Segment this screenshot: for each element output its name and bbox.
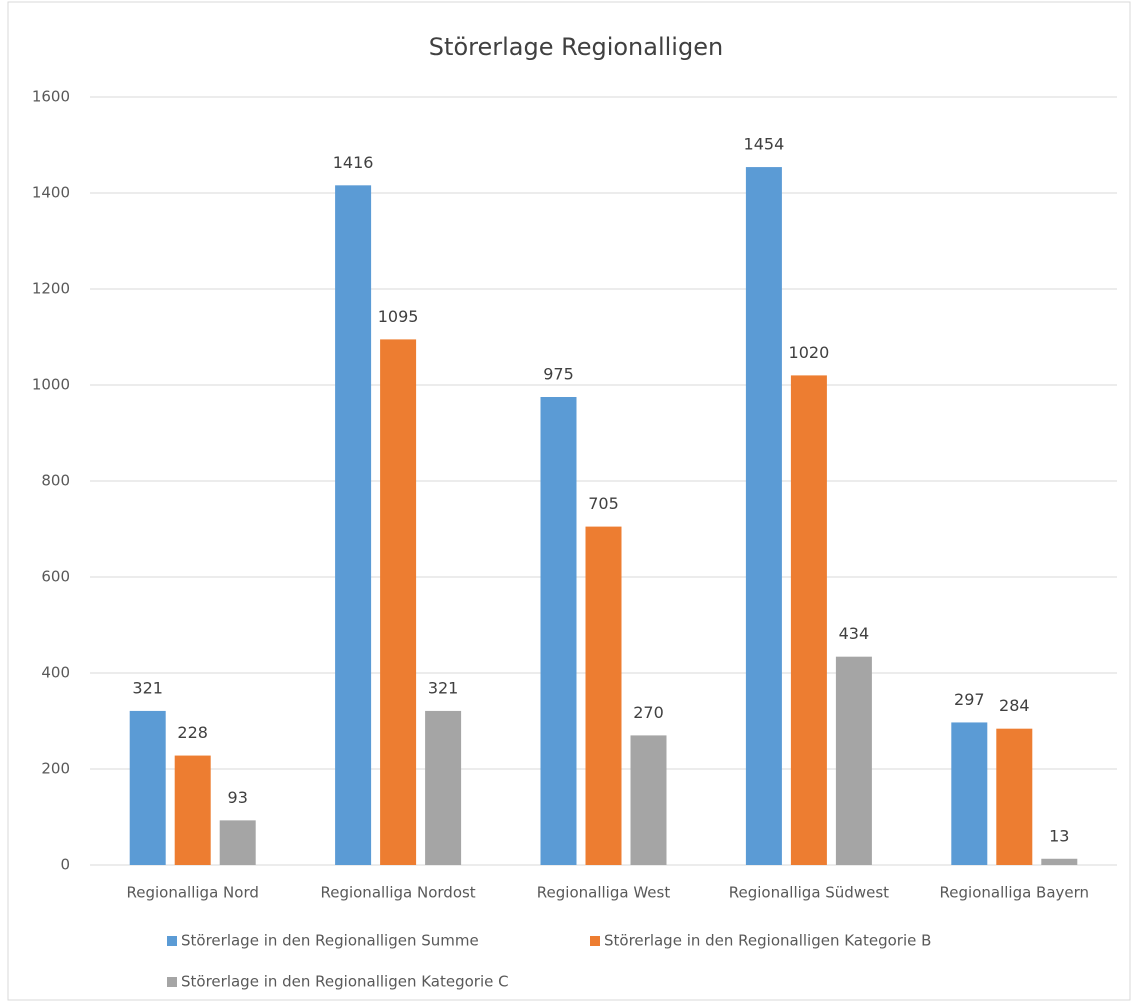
bar (585, 526, 622, 865)
data-label: 705 (588, 494, 619, 513)
y-tick-label: 1400 (32, 184, 70, 202)
data-label: 297 (954, 690, 985, 709)
data-label: 321 (132, 678, 163, 697)
data-label: 1454 (744, 135, 785, 154)
data-label: 1020 (789, 343, 830, 362)
data-label: 1416 (333, 153, 374, 172)
y-tick-label: 1000 (32, 376, 70, 394)
bar (335, 185, 372, 865)
data-label: 228 (177, 723, 208, 742)
legend-label: Störerlage in den Regionalligen Kategori… (181, 973, 509, 991)
bar (835, 656, 872, 865)
data-label: 284 (999, 696, 1030, 715)
x-tick-label: Regionalliga Nord (127, 884, 259, 902)
bar (425, 710, 462, 865)
data-label: 270 (633, 703, 664, 722)
y-tick-label: 400 (41, 664, 70, 682)
data-label: 434 (839, 624, 870, 643)
bar (219, 820, 256, 865)
bar (745, 167, 782, 865)
y-tick-label: 0 (60, 856, 70, 874)
data-label: 975 (543, 365, 574, 384)
bar (540, 397, 577, 865)
data-label: 1095 (378, 307, 419, 326)
x-tick-label: Regionalliga Südwest (729, 884, 889, 902)
bar (630, 735, 667, 865)
legend-swatch (167, 977, 177, 987)
bar (996, 728, 1033, 865)
bar (790, 375, 827, 865)
y-tick-label: 600 (41, 568, 70, 586)
legend-swatch (167, 936, 177, 946)
y-tick-label: 1600 (32, 88, 70, 106)
bar (951, 722, 988, 865)
legend-label: Störerlage in den Regionalligen Summe (181, 932, 479, 950)
y-tick-label: 1200 (32, 280, 70, 298)
legend-label: Störerlage in den Regionalligen Kategori… (604, 932, 931, 950)
data-label: 321 (428, 678, 459, 697)
y-tick-label: 200 (41, 760, 70, 778)
bar (380, 339, 417, 865)
data-label: 93 (228, 788, 248, 807)
chart-title: Störerlage Regionalligen (429, 33, 723, 61)
x-tick-label: Regionalliga Bayern (940, 884, 1090, 902)
bar (129, 710, 166, 865)
bar (174, 755, 211, 865)
data-label: 13 (1049, 826, 1069, 845)
y-tick-label: 800 (41, 472, 70, 490)
x-tick-label: Regionalliga Nordost (320, 884, 475, 902)
legend-swatch (590, 936, 600, 946)
bar (1041, 858, 1078, 865)
x-tick-label: Regionalliga West (537, 884, 671, 902)
